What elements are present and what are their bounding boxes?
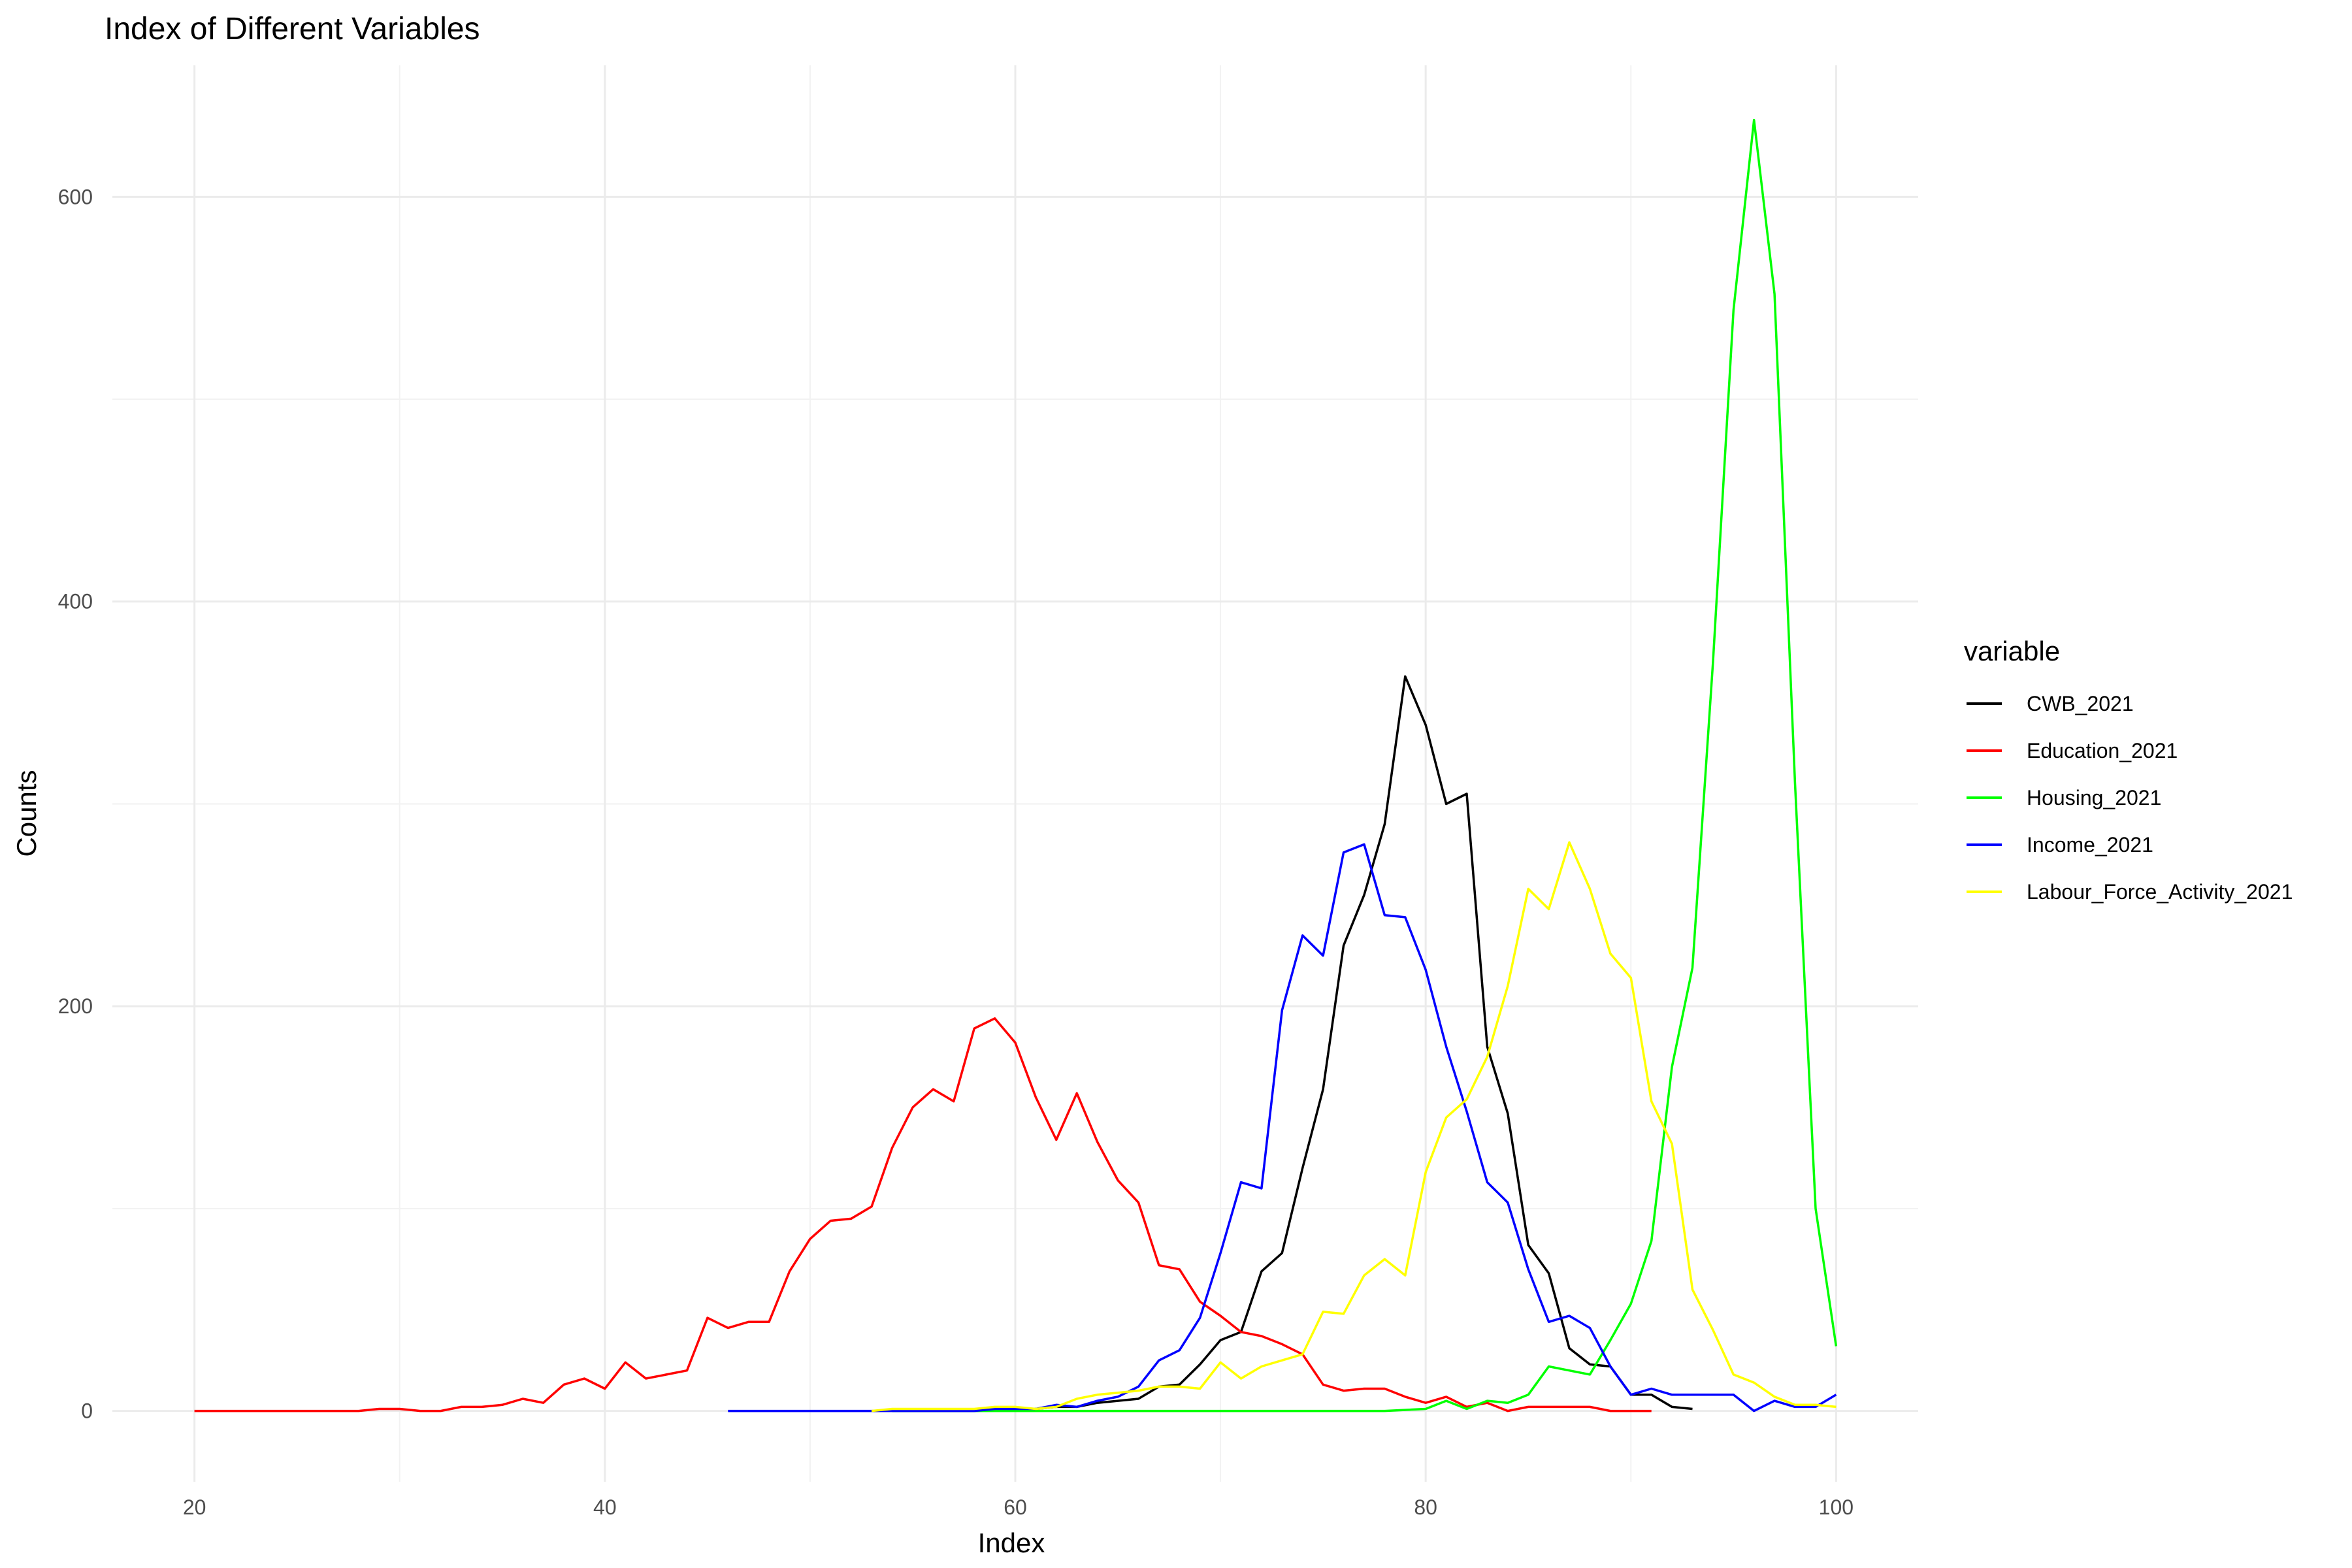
legend-label-education_2021: Education_2021 <box>2027 739 2178 762</box>
x-tick-label: 20 <box>183 1495 206 1519</box>
x-tick-label: 60 <box>1004 1495 1027 1519</box>
x-axis-label: Index <box>978 1527 1045 1558</box>
grid <box>112 65 1918 1482</box>
series-line-income_2021 <box>728 843 1837 1413</box>
series-line-housing_2021 <box>892 118 1838 1413</box>
y-axis-ticks: 0 200 400 600 <box>58 185 93 1422</box>
legend-label-labour_force_activity_2021: Labour_Force_Activity_2021 <box>2027 880 2293 904</box>
y-axis-label: Counts <box>11 770 42 857</box>
chart-title: Index of Different Variables <box>105 12 480 46</box>
legend: variable CWB_2021 Education_2021 Housing_2… <box>1964 636 2293 904</box>
x-axis-ticks: 20 40 60 80 100 <box>183 1495 1854 1519</box>
y-tick-label: 400 <box>58 590 93 613</box>
legend-label-income_2021: Income_2021 <box>2027 833 2153 857</box>
x-tick-label: 100 <box>1819 1495 1854 1519</box>
series-line-education_2021 <box>194 1017 1652 1413</box>
legend-title: variable <box>1964 636 2060 666</box>
series-lines <box>194 118 1838 1413</box>
legend-label-cwb_2021: CWB_2021 <box>2027 692 2134 715</box>
y-tick-label: 200 <box>58 994 93 1018</box>
series-line-cwb_2021 <box>892 675 1693 1413</box>
legend-items: CWB_2021 Education_2021 Housing_2021 Income… <box>1967 692 2293 904</box>
series-line-labour_force_activity_2021 <box>871 841 1837 1413</box>
x-tick-label: 80 <box>1414 1495 1437 1519</box>
x-tick-label: 40 <box>593 1495 617 1519</box>
y-tick-label: 0 <box>81 1399 93 1423</box>
y-tick-label: 600 <box>58 185 93 208</box>
legend-label-housing_2021: Housing_2021 <box>2027 786 2161 809</box>
